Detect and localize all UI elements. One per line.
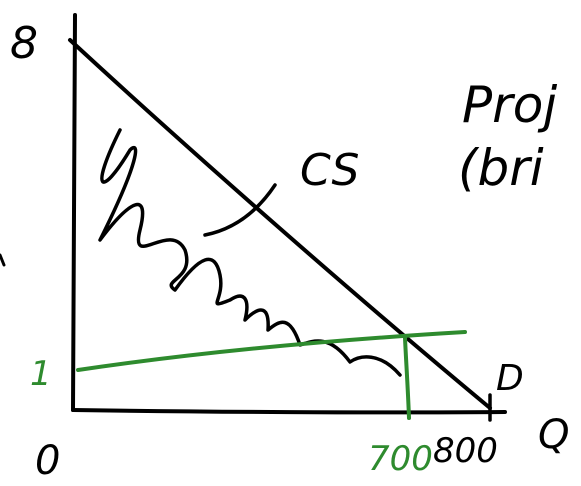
cs-shading-scribble	[98, 128, 402, 377]
green-price-line	[76, 330, 467, 372]
cs-pointer-line	[203, 183, 277, 237]
x-tick-green-label: 700	[368, 439, 433, 479]
y-axis	[71, 13, 77, 412]
demand-label: D	[496, 358, 524, 399]
y-green-label: 1	[30, 354, 52, 394]
x-axis-label: Q	[538, 412, 569, 458]
y-top-label: 8	[10, 18, 38, 69]
heading-line1: Proj	[462, 76, 557, 134]
green-quantity-line	[403, 336, 411, 420]
edge-mark	[0, 253, 6, 267]
heading-line2: (bri	[458, 139, 544, 197]
origin-label: 0	[35, 438, 60, 484]
x-tick-black-label: 800	[433, 431, 498, 471]
demand-line	[68, 38, 492, 410]
cs-label: CS	[300, 145, 359, 196]
x-axis	[71, 408, 507, 415]
